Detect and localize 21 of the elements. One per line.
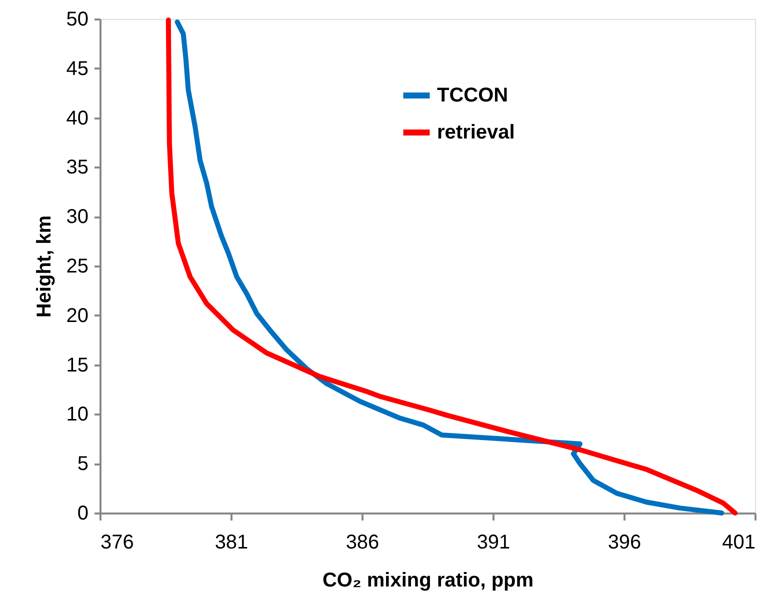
y-tick-label: 40: [66, 107, 88, 130]
y-tick-label: 50: [66, 8, 88, 30]
x-axis-title: CO₂ mixing ratio, ppm: [322, 570, 534, 592]
x-tick-label: 376: [100, 532, 134, 554]
x-tick-label: 401: [722, 532, 756, 554]
legend-label: TCCON: [437, 84, 508, 106]
x-tick-label: 396: [608, 532, 642, 554]
y-tick-label: 5: [77, 453, 88, 476]
y-tick-label: 30: [66, 206, 88, 228]
x-tick-label: 381: [214, 532, 248, 554]
y-tick-label: 20: [66, 304, 88, 327]
y-tick-label: 35: [66, 156, 88, 179]
y-tick-label: 0: [77, 502, 88, 524]
x-tick-label: 391: [476, 532, 510, 554]
y-axis-title: Height, km: [33, 215, 56, 318]
legend-label: retrieval: [437, 122, 515, 144]
y-tick-label: 45: [66, 58, 88, 80]
y-tick-label: 25: [66, 256, 88, 278]
x-tick-label: 386: [346, 532, 380, 554]
y-tick-label: 10: [66, 404, 88, 426]
y-tick-label: 15: [66, 354, 88, 376]
